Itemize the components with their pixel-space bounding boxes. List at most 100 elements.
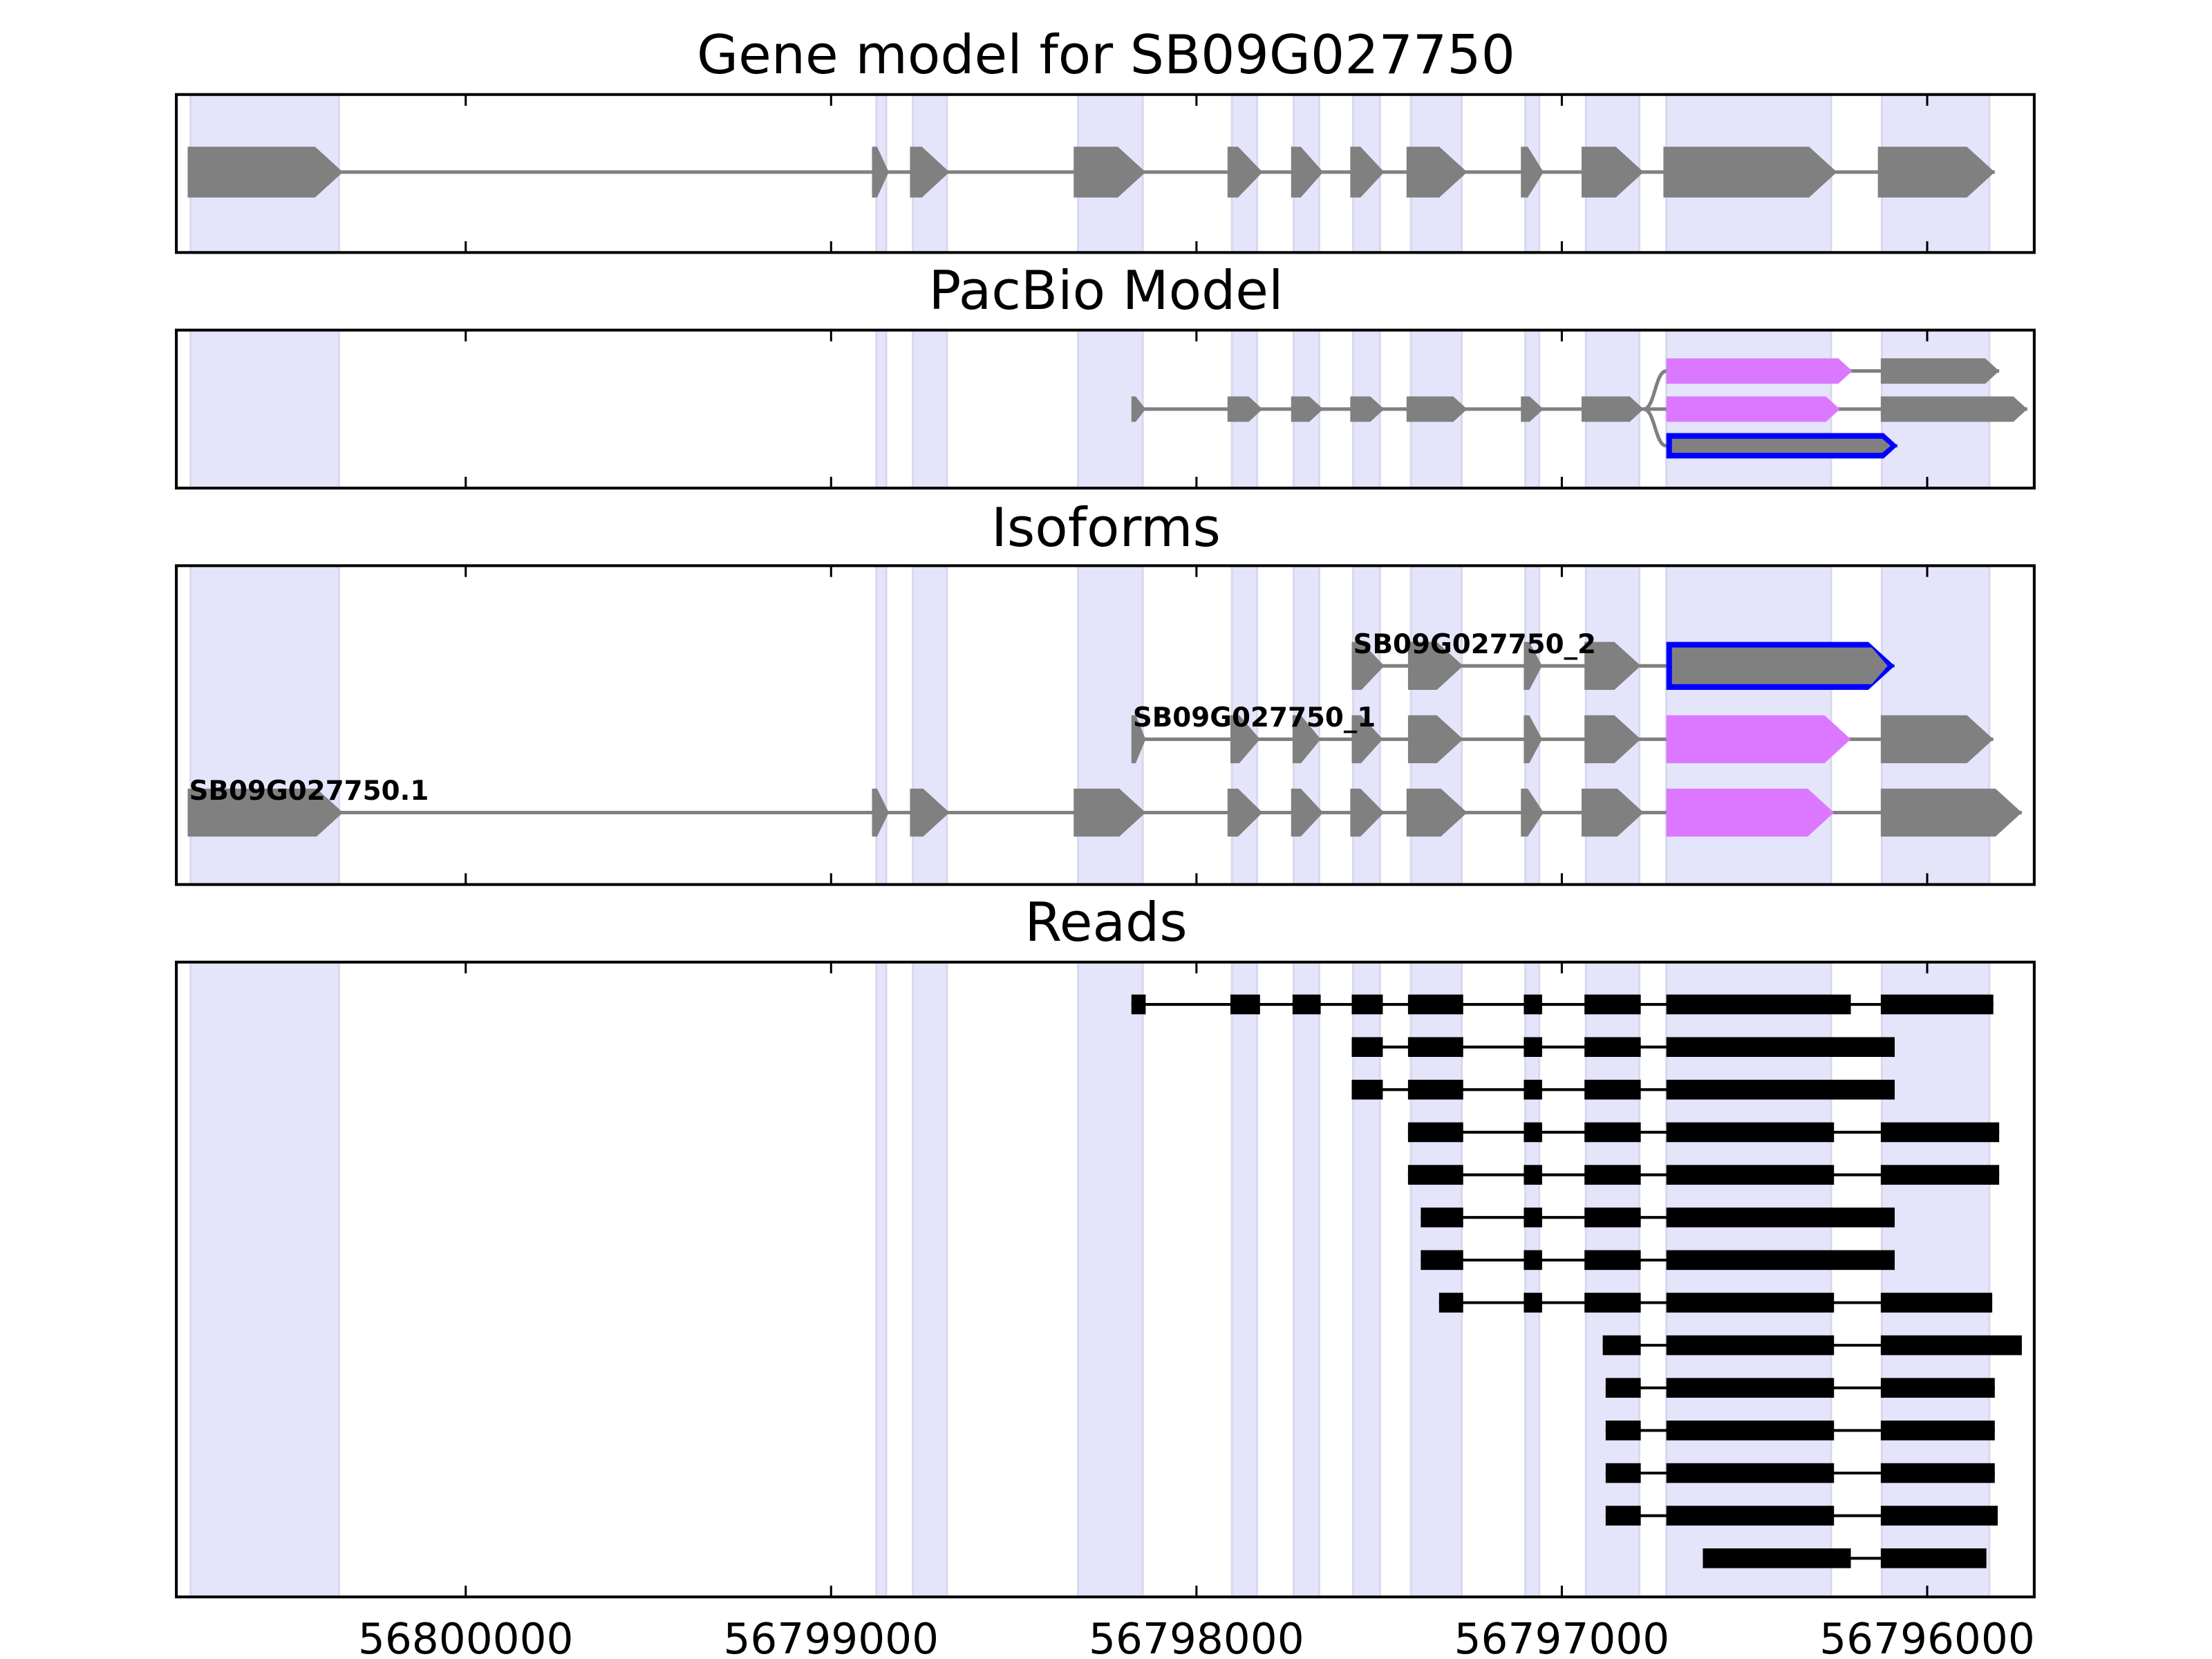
read-block [1421, 1250, 1463, 1271]
pacbio-branch-curve [1643, 407, 1667, 448]
reads-panel [175, 960, 2036, 1599]
gene-model-exon [1663, 147, 1837, 198]
read-block [1407, 1165, 1463, 1185]
pacbio-row-exon [1131, 396, 1146, 422]
read-block [1351, 1037, 1383, 1057]
gene-model-title: Gene model for SB09G027750 [697, 24, 1515, 86]
read-block [1584, 1080, 1641, 1100]
gene_model-panel [175, 93, 2036, 254]
read-block [1524, 1165, 1542, 1185]
isoform-exon [1407, 715, 1463, 764]
read-block [1880, 1463, 1995, 1483]
isoforms-panel: SB09G027750_2 SB09G027750_1 SB09G027750.1 [175, 564, 2036, 886]
read-block [1666, 1080, 1895, 1100]
read-block [1666, 1122, 1835, 1143]
isoform-exon [1350, 788, 1385, 837]
read-block [1880, 1421, 1995, 1441]
isoform-exon [1407, 641, 1463, 690]
read-block [1407, 1122, 1463, 1143]
pacbio-panel [175, 328, 2036, 490]
read-block [1438, 1293, 1463, 1313]
read-block [1666, 994, 1851, 1015]
pacbio-row-exon [1880, 396, 2027, 422]
isoform-exon [1521, 788, 1544, 837]
read-block [1524, 1080, 1542, 1100]
x-tick-label: 56799000 [723, 1615, 939, 1659]
pacbio-row-exon [1350, 396, 1385, 422]
isoform-label: SB09G027750_1 [1133, 702, 1376, 733]
isoform-exon [1584, 715, 1641, 764]
gene-model-exon [1877, 147, 1995, 198]
read-block [1880, 1335, 2022, 1356]
read-block [1230, 994, 1260, 1015]
shaded-region [1230, 961, 1259, 1598]
read-block [1407, 994, 1463, 1015]
read-block [1524, 1293, 1542, 1313]
isoform-exon [1351, 715, 1383, 764]
pacbio-row-exon [1880, 358, 2000, 384]
gene-model-exon [872, 147, 889, 198]
gene-model-exon [187, 147, 344, 198]
pacbio-branch-curve [1643, 369, 1667, 411]
isoform-label: SB09G027750_2 [1353, 629, 1596, 660]
read-block [1351, 1080, 1383, 1100]
isoform-exon [187, 788, 344, 837]
read-block [1584, 1165, 1641, 1185]
shaded-region [875, 961, 888, 1598]
shaded-region [1665, 961, 1833, 1598]
isoforms-frame [175, 564, 2036, 886]
gene-model-exon [1350, 147, 1385, 198]
pacbio-row-exon [1291, 396, 1324, 422]
shaded-region [1880, 961, 1991, 1598]
read-block [1880, 994, 1994, 1015]
gene-model-exon [1291, 147, 1324, 198]
pacbio-row-exon [1521, 396, 1544, 422]
isoform-exon [1131, 715, 1146, 764]
isoform-exon [910, 788, 950, 837]
gene-model-exon [1227, 147, 1263, 198]
read-block [1666, 1293, 1835, 1313]
x-tick-label: 56800000 [358, 1615, 574, 1659]
read-block [1524, 1207, 1542, 1228]
shaded-region [189, 329, 340, 489]
x-tick-label: 56798000 [1089, 1615, 1304, 1659]
pacbio-frame [175, 328, 2036, 490]
isoform-exon [1406, 788, 1468, 837]
shaded-region [1292, 961, 1320, 1598]
gene-model-exon [910, 147, 950, 198]
isoform-exon [1524, 641, 1542, 690]
read-block [1880, 1165, 2000, 1185]
read-block [1421, 1207, 1463, 1228]
read-block [1584, 1122, 1641, 1143]
read-block [1666, 1250, 1895, 1271]
gene-model-exon [1074, 147, 1146, 198]
read-block [1703, 1548, 1851, 1568]
read-block [1407, 1080, 1463, 1100]
x-tick-label: 56797000 [1454, 1615, 1670, 1659]
shaded-region [912, 961, 948, 1598]
shaded-region [912, 329, 948, 489]
gene-model-exon [1581, 147, 1644, 198]
read-block [1666, 1378, 1835, 1398]
isoform-exon [1074, 788, 1146, 837]
read-block [1605, 1378, 1641, 1398]
pacbio-row-exon [1666, 396, 1840, 422]
isoform-exon [1351, 641, 1385, 690]
shaded-region [875, 564, 888, 886]
read-block [1666, 1506, 1835, 1526]
isoform-exon [1292, 715, 1321, 764]
pacbio-row-exon [1227, 396, 1263, 422]
read-block [1605, 1421, 1641, 1441]
shaded-region [912, 564, 948, 886]
read-block [1880, 1506, 1998, 1526]
read-block [1407, 1037, 1463, 1057]
isoform-exon [1880, 715, 1994, 764]
read-block [1584, 994, 1641, 1015]
read-block [1602, 1335, 1641, 1356]
read-block [1584, 1293, 1641, 1313]
read-block [1880, 1293, 1993, 1313]
pacbio-row-exon [1581, 396, 1644, 422]
read-block [1880, 1548, 1987, 1568]
read-block [1605, 1506, 1641, 1526]
shaded-region [189, 961, 340, 1598]
